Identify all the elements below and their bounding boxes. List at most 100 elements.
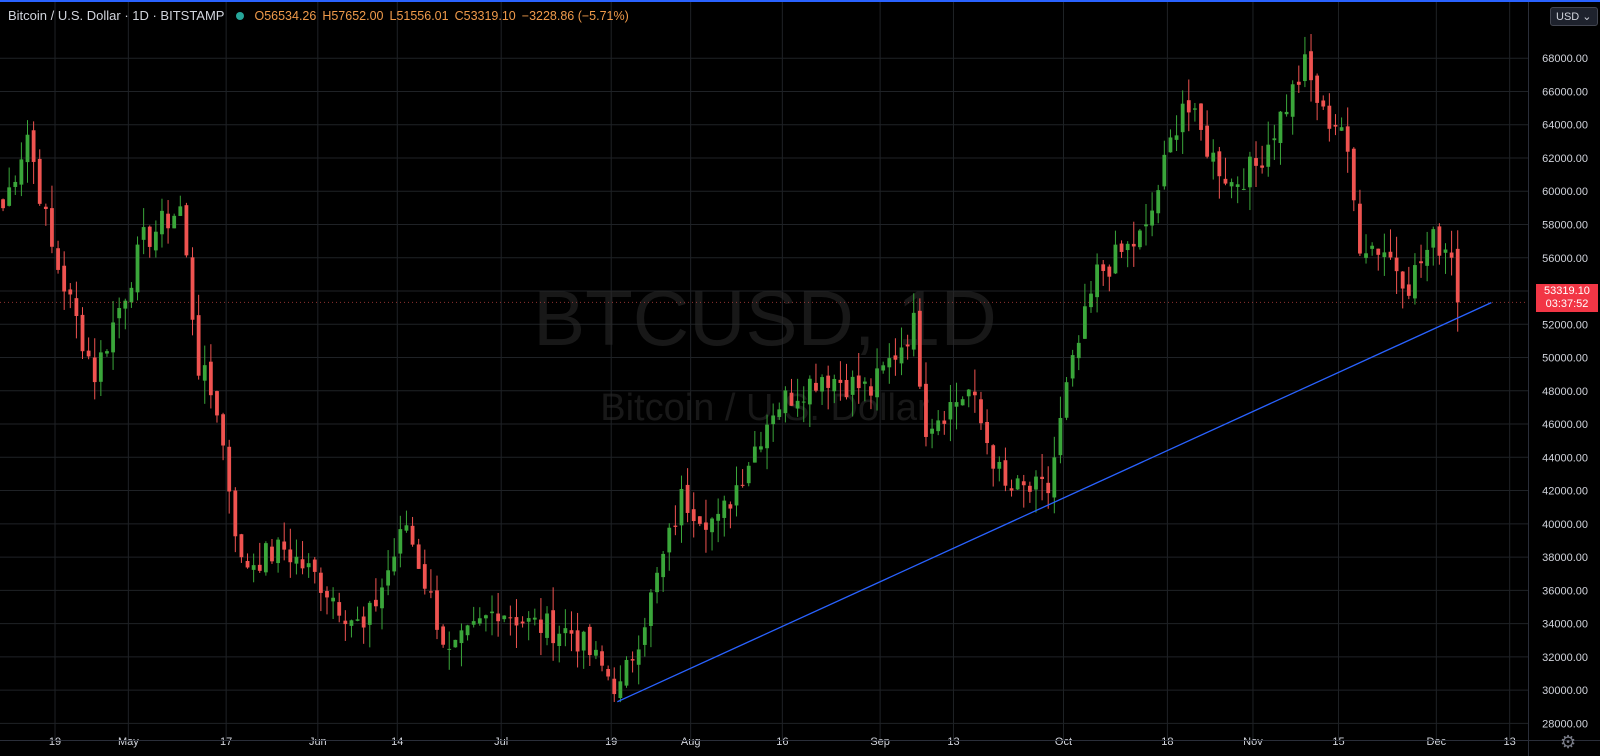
candle-body — [490, 611, 494, 614]
candle-body — [1174, 135, 1179, 140]
candle-body — [1364, 253, 1368, 258]
candle-body — [734, 485, 739, 506]
candle-body — [826, 375, 831, 388]
candle-body — [765, 424, 769, 449]
currency-label: USD — [1556, 11, 1580, 23]
candle-body — [386, 570, 391, 586]
candle-body — [208, 361, 213, 396]
currency-button[interactable]: USD ⌄ — [1550, 7, 1598, 26]
candle-body — [312, 559, 317, 572]
candle-body — [1290, 84, 1295, 117]
close-value: C53319.10 — [454, 8, 516, 23]
candle-body — [636, 649, 641, 665]
candle-body — [25, 134, 30, 163]
y-tick-label: 62000.00 — [1542, 153, 1588, 165]
candle-body — [697, 516, 702, 524]
candle-body — [447, 648, 452, 650]
candle-body — [820, 377, 824, 392]
candle-body — [153, 231, 158, 251]
candle-body — [337, 602, 342, 616]
candle-body — [129, 287, 134, 303]
candle-body — [367, 602, 372, 625]
candle-body — [1370, 245, 1375, 249]
candle-body — [343, 620, 348, 625]
candle-body — [50, 208, 54, 247]
x-tick-label: 15 — [1332, 736, 1344, 748]
candle-body — [227, 446, 232, 492]
candle-body — [1009, 488, 1014, 491]
candle-body — [814, 382, 818, 391]
candle-body — [502, 615, 507, 620]
candle-body — [1040, 476, 1044, 480]
candle-body — [361, 616, 366, 628]
candle-body — [875, 368, 879, 398]
candle-body — [1113, 244, 1118, 274]
gear-icon[interactable]: ⚙ — [1560, 732, 1577, 752]
candle-body — [532, 617, 537, 620]
y-tick-label: 30000.00 — [1542, 685, 1588, 697]
candle-body — [997, 461, 1002, 469]
window-top-accent — [0, 0, 1600, 2]
candle-body — [484, 615, 488, 619]
candle-body — [979, 399, 983, 424]
candle-body — [649, 592, 653, 626]
candle-body — [429, 591, 433, 593]
candle-body — [520, 621, 525, 624]
y-tick-label: 50000.00 — [1542, 353, 1588, 365]
candle-body — [349, 620, 354, 626]
candle-body — [881, 365, 886, 371]
candle-body — [624, 659, 629, 686]
candle-body — [1150, 210, 1155, 226]
candle-body — [716, 513, 721, 521]
candle-body — [618, 681, 623, 699]
candle-body — [239, 534, 244, 558]
candle-body — [392, 556, 397, 572]
candle-body — [704, 522, 708, 530]
candle-body — [80, 314, 85, 352]
candle-body — [728, 504, 733, 509]
candle-body — [1339, 127, 1344, 131]
x-tick-label: Jun — [309, 736, 327, 748]
bar-countdown: 03:37:52 — [1545, 298, 1589, 310]
candle-body — [68, 289, 73, 295]
y-tick-label: 40000.00 — [1542, 519, 1588, 531]
candle-body — [98, 352, 103, 382]
candle-body — [985, 422, 989, 444]
candle-body — [545, 613, 549, 638]
candle-body — [801, 401, 806, 403]
candle-body — [184, 205, 189, 256]
candle-body — [1296, 81, 1301, 85]
y-tick-label: 48000.00 — [1542, 386, 1588, 398]
candle-body — [202, 365, 207, 381]
candle-body — [1455, 248, 1460, 303]
watermark-symbol: BTCUSD, 1D — [533, 274, 997, 362]
y-tick-label: 56000.00 — [1542, 253, 1588, 265]
candle-body — [655, 572, 659, 593]
y-tick-label: 36000.00 — [1542, 585, 1588, 597]
candle-body — [86, 350, 91, 357]
candle-body — [172, 215, 177, 229]
candle-body — [1058, 417, 1063, 456]
candle-body — [1027, 485, 1032, 492]
candle-body — [160, 210, 164, 235]
candle-body — [1382, 252, 1387, 258]
candle-body — [1064, 382, 1069, 418]
y-tick-label: 28000.00 — [1542, 718, 1588, 730]
candle-body — [1107, 266, 1112, 277]
candle-body — [1309, 51, 1313, 81]
candle-body — [62, 265, 67, 292]
candle-body — [1321, 100, 1326, 107]
candle-body — [471, 621, 476, 625]
candle-body — [215, 391, 219, 416]
candle-body — [1351, 148, 1356, 201]
candle-body — [581, 631, 586, 651]
symbol-title[interactable]: Bitcoin / U.S. Dollar · 1D · BITSTAMP — [8, 8, 225, 23]
candle-body — [1431, 229, 1436, 248]
x-tick-label: Dec — [1427, 736, 1447, 748]
candle-body — [685, 484, 690, 513]
candle-body — [7, 187, 12, 206]
candle-body — [1101, 264, 1106, 271]
last-price-tag: 53319.10 03:37:52 — [1536, 284, 1598, 312]
candle-body — [606, 668, 611, 677]
